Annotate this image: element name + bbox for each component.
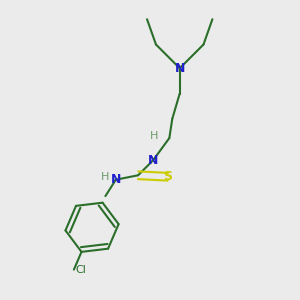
Text: N: N: [111, 173, 121, 186]
Text: Cl: Cl: [75, 265, 86, 275]
Text: H: H: [101, 172, 110, 182]
Text: N: N: [148, 154, 158, 167]
Text: H: H: [149, 131, 158, 141]
Text: S: S: [163, 170, 172, 183]
Text: N: N: [175, 62, 185, 75]
